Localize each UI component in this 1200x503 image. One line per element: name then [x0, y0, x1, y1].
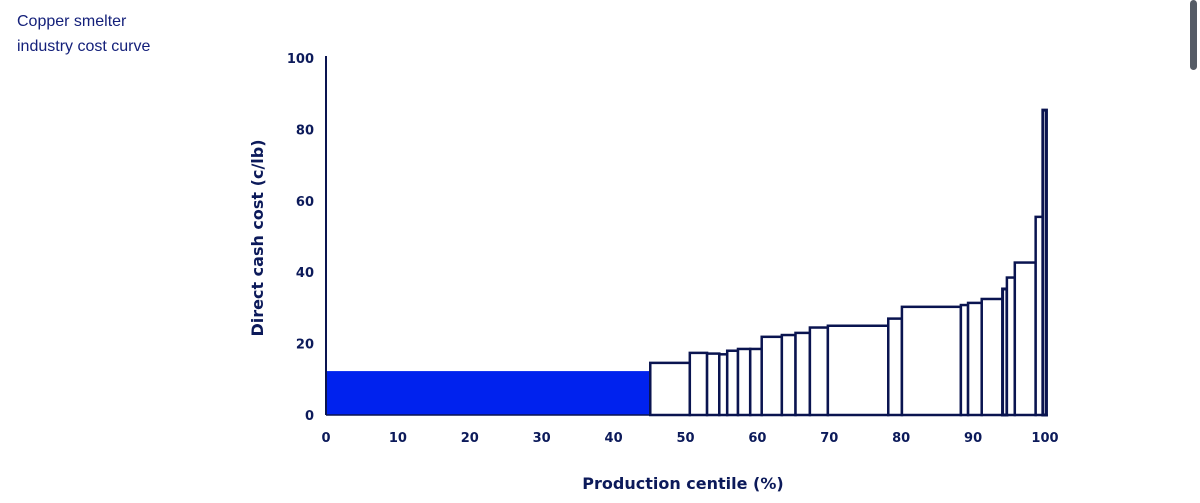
cost-bar	[736, 347, 752, 417]
x-tick-label: 70	[820, 431, 838, 446]
y-tick-label: 100	[287, 52, 314, 67]
cost-bar	[780, 333, 797, 417]
cost-bar	[966, 301, 983, 417]
cost-bar	[649, 361, 692, 417]
highlighted-cost-bar	[326, 371, 651, 415]
x-tick-label: 60	[748, 431, 766, 446]
x-tick-labels: 0 10 20 30 40 50 60 70 80 90 100	[321, 431, 1058, 446]
y-tick-label: 40	[296, 266, 314, 281]
y-axis-label: Direct cash cost (c/lb)	[248, 139, 267, 336]
cost-bar	[688, 351, 709, 417]
x-tick-label: 0	[321, 431, 330, 446]
y-tick-label: 60	[296, 195, 314, 210]
y-tick-label: 80	[296, 123, 314, 138]
cost-bar	[887, 317, 904, 417]
x-tick-label: 20	[461, 431, 479, 446]
cost-bar	[794, 331, 812, 417]
cost-bar	[900, 305, 963, 417]
cost-bar	[808, 326, 830, 417]
y-tick-labels: 0 20 40 60 80 100	[287, 52, 314, 424]
bars-group	[326, 108, 1048, 417]
cost-bar	[826, 324, 890, 417]
cost-bar	[705, 352, 721, 417]
cost-bar	[1041, 108, 1048, 417]
x-tick-label: 40	[605, 431, 623, 446]
cost-bar	[760, 335, 784, 417]
y-tick-label: 0	[305, 409, 314, 424]
vertical-scrollbar[interactable]	[1190, 0, 1197, 70]
cost-bar	[980, 297, 1004, 417]
x-axis-label: Production centile (%)	[582, 474, 783, 493]
x-tick-label: 80	[892, 431, 910, 446]
y-tick-label: 20	[296, 338, 314, 353]
x-tick-label: 30	[533, 431, 551, 446]
cost-bar	[748, 347, 763, 417]
caption-line-2: industry cost curve	[17, 38, 151, 55]
x-tick-label: 90	[964, 431, 982, 446]
caption-line-1: Copper smelter	[17, 13, 127, 30]
x-tick-label: 100	[1031, 431, 1058, 446]
x-tick-label: 50	[676, 431, 694, 446]
x-tick-label: 10	[389, 431, 407, 446]
cost-bar	[725, 349, 740, 417]
cost-bar	[1013, 261, 1037, 417]
figure-caption: Copper smelter industry cost curve	[17, 9, 150, 59]
